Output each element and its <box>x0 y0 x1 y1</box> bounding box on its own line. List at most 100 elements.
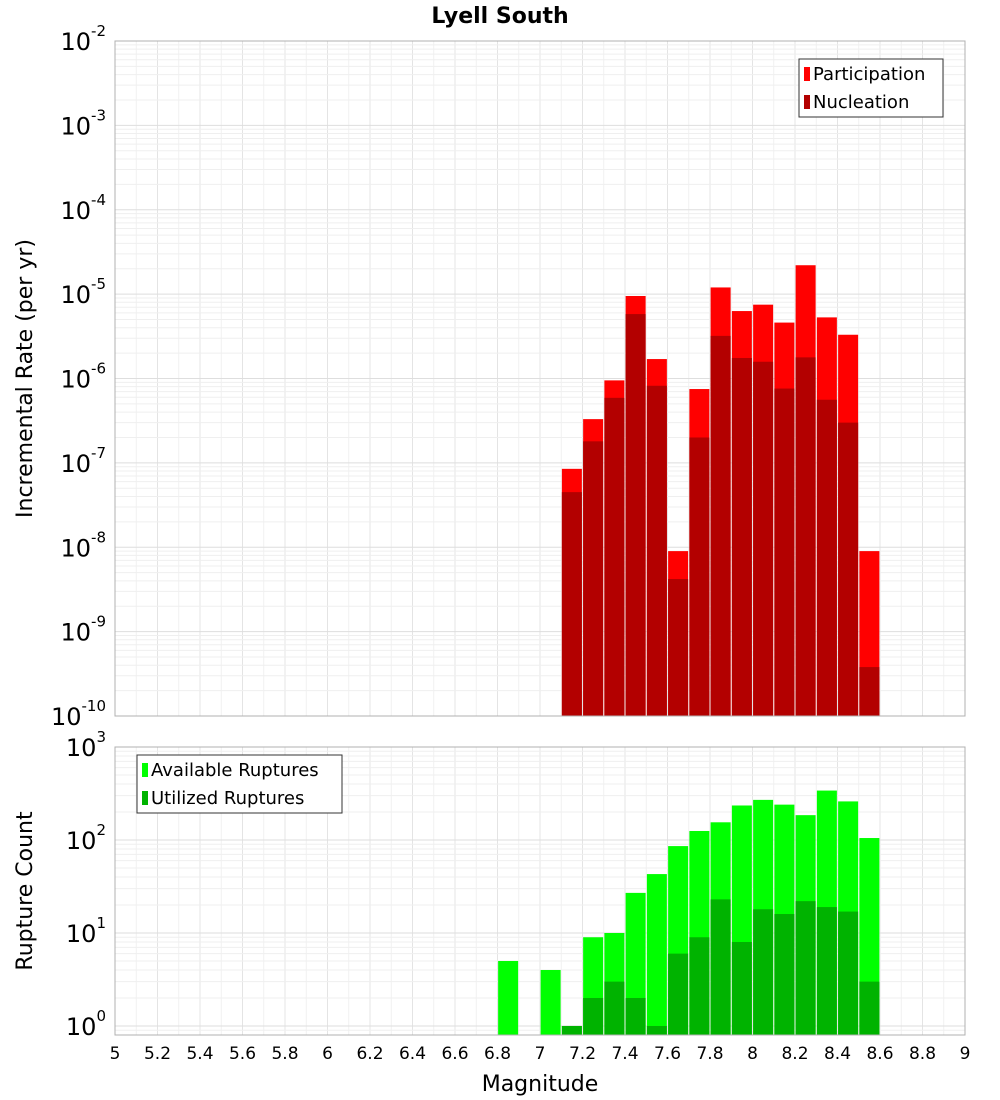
chart2-ytick-base: 10 <box>66 734 97 762</box>
chart2-bar-utilized-ruptures <box>689 937 710 1035</box>
chart2-xtick-label: 8.2 <box>781 1044 808 1064</box>
chart2-bar-utilized-ruptures <box>604 981 625 1035</box>
chart2-ylabel: Rupture Count <box>13 811 38 971</box>
chart2-bar-utilized-ruptures <box>753 909 774 1035</box>
chart2-ytick-base: 10 <box>66 1013 97 1041</box>
chart1-ytick-base: 10 <box>60 281 91 309</box>
chart2-xtick-label: 7.8 <box>696 1044 723 1064</box>
chart2-bar-utilized-ruptures <box>561 1025 582 1035</box>
chart1-legend-swatch <box>804 67 810 81</box>
chart1-ytick-base: 10 <box>60 619 91 647</box>
chart2-group <box>114 746 966 1036</box>
chart2-ytick-exponent: 1 <box>96 914 106 932</box>
chart1-ytick-exponent: -10 <box>82 697 107 715</box>
chart1-bar-nucleation <box>838 422 859 716</box>
chart1-bar-nucleation <box>668 579 689 716</box>
chart1-ytick-exponent: -9 <box>91 613 106 631</box>
chart1-bar-nucleation <box>625 314 646 716</box>
chart2-ytick-label: 100 <box>66 1007 106 1041</box>
chart2-bar-available-ruptures <box>646 874 667 1035</box>
chart2-xtick-label: 8 <box>747 1044 758 1064</box>
chart1-legend <box>798 58 944 118</box>
chart2-legend-label: Available Ruptures <box>151 760 319 781</box>
chart2-bar-available-ruptures <box>498 960 519 1035</box>
chart2-bar-utilized-ruptures <box>625 997 646 1035</box>
chart1-ytick-label: 10-6 <box>60 360 106 394</box>
chart2-bar-utilized-ruptures <box>816 907 837 1035</box>
chart1-ytick-label: 10-10 <box>51 697 106 731</box>
chart1-bar-nucleation <box>859 667 880 716</box>
chart2-bar-utilized-ruptures <box>710 899 731 1035</box>
chart2-ytick-label: 101 <box>66 914 106 948</box>
chart2-ytick-label: 102 <box>66 821 106 855</box>
chart2-bar-utilized-ruptures <box>795 901 816 1035</box>
chart1-ytick-base: 10 <box>60 28 91 56</box>
chart1-ytick-base: 10 <box>60 112 91 140</box>
chart2-xtick-label: 5.4 <box>186 1044 213 1064</box>
chart1-ytick-label: 10-8 <box>60 528 106 562</box>
chart1-bar-nucleation <box>604 397 625 716</box>
chart2-xtick-label: 5.8 <box>271 1044 298 1064</box>
chart1-bar-nucleation <box>753 361 774 716</box>
chart2-legend-label: Utilized Ruptures <box>151 788 304 809</box>
chart1-ytick-label: 10-9 <box>60 613 106 647</box>
chart1-bar-nucleation <box>710 335 731 716</box>
chart1-bar-nucleation <box>583 441 604 716</box>
chart2-bar-utilized-ruptures <box>646 1025 667 1035</box>
chart2-xtick-label: 7.2 <box>569 1044 596 1064</box>
chart1-bar-nucleation <box>816 399 837 716</box>
chart1-ytick-label: 10-3 <box>60 106 106 140</box>
chart2-xtick-label: 6.6 <box>441 1044 468 1064</box>
chart1-bars <box>561 265 880 716</box>
chart2-bar-utilized-ruptures <box>859 981 880 1035</box>
chart1-ytick-exponent: -2 <box>91 22 106 40</box>
chart1-legend-swatch <box>804 95 810 109</box>
chart1-ytick-base: 10 <box>60 197 91 225</box>
chart2-ytick-base: 10 <box>66 827 97 855</box>
chart1-grid <box>114 40 966 717</box>
chart2-ytick-exponent: 3 <box>96 728 106 746</box>
chart2-xtick-label: 5.2 <box>144 1044 171 1064</box>
chart1-ytick-label: 10-7 <box>60 444 106 478</box>
chart2-xtick-label: 6.8 <box>484 1044 511 1064</box>
chart2-bar-utilized-ruptures <box>668 953 689 1035</box>
chart1-bar-nucleation <box>731 357 752 716</box>
chart2-xtick-label: 6 <box>322 1044 333 1064</box>
chart2-legend-swatch <box>142 791 148 805</box>
chart2-ytick-exponent: 0 <box>96 1007 106 1025</box>
chart1-ytick-base: 10 <box>60 534 91 562</box>
chart2-legend-swatch <box>142 763 148 777</box>
chart2-xtick-label: 6.4 <box>399 1044 426 1064</box>
chart2-bar-utilized-ruptures <box>774 914 795 1035</box>
chart1-bar-nucleation <box>774 388 795 716</box>
chart1-legend-label: Participation <box>813 64 925 85</box>
chart1-ytick-exponent: -7 <box>91 444 106 462</box>
chart1-ytick-exponent: -5 <box>91 275 106 293</box>
chart1-ytick-label: 10-4 <box>60 191 106 225</box>
chart1-ytick-label: 10-5 <box>60 275 106 309</box>
chart2-bar-utilized-ruptures <box>838 911 859 1035</box>
chart2-xtick-label: 8.6 <box>866 1044 893 1064</box>
chart2-ytick-exponent: 2 <box>96 821 106 839</box>
chart2-bar-available-ruptures <box>540 969 561 1035</box>
chart1-legend-box <box>798 58 944 118</box>
chart2-ytick-base: 10 <box>66 920 97 948</box>
chart2-frame <box>114 746 966 1036</box>
x-axis-label: Magnitude <box>482 1072 599 1097</box>
chart2-bar-utilized-ruptures <box>583 997 604 1035</box>
chart1-bar-nucleation <box>795 357 816 716</box>
chart2-xtick-label: 7 <box>535 1044 546 1064</box>
chart1-ylabel: Incremental Rate (per yr) <box>13 239 38 518</box>
chart2-xtick-label: 6.2 <box>356 1044 383 1064</box>
chart2-xtick-label: 7.6 <box>654 1044 681 1064</box>
chart2-bar-utilized-ruptures <box>731 942 752 1035</box>
chart2-ytick-label: 103 <box>66 728 106 762</box>
chart1-ytick-exponent: -3 <box>91 106 106 124</box>
chart1-frame <box>114 40 966 717</box>
chart1-ytick-base: 10 <box>60 450 91 478</box>
chart1-ytick-exponent: -6 <box>91 360 106 378</box>
chart1-bar-nucleation <box>561 492 582 716</box>
chart2-xtick-label: 5.6 <box>229 1044 256 1064</box>
